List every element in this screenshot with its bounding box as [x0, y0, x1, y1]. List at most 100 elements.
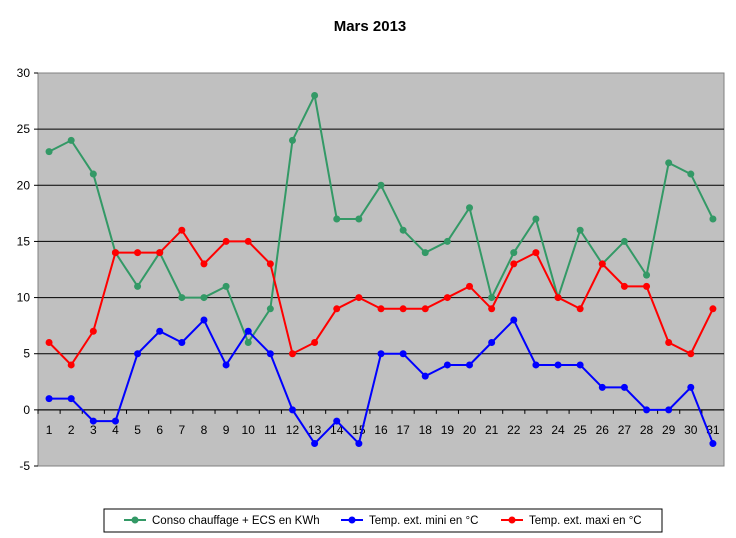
x-tick-label: 20: [463, 423, 477, 437]
data-point: [288, 406, 296, 414]
x-tick-label: 22: [507, 423, 521, 437]
data-point: [510, 260, 518, 268]
y-tick-label: 20: [17, 178, 31, 192]
data-point: [377, 305, 385, 313]
x-tick-label: 19: [441, 423, 455, 437]
y-tick-label: 10: [17, 291, 31, 305]
data-point: [111, 417, 119, 425]
x-tick-label: 13: [308, 423, 322, 437]
data-point: [532, 215, 540, 223]
x-tick-label: 8: [201, 423, 208, 437]
data-point: [576, 361, 584, 369]
data-point: [466, 361, 474, 369]
data-point: [421, 372, 429, 380]
x-tick-label: 1: [46, 423, 53, 437]
data-point: [355, 215, 363, 223]
data-point: [134, 282, 142, 290]
data-point: [288, 136, 296, 144]
x-tick-label: 26: [596, 423, 610, 437]
data-point: [222, 237, 230, 245]
y-tick-label: 15: [17, 234, 31, 248]
legend-swatch-marker: [508, 516, 516, 524]
data-point: [466, 282, 474, 290]
y-tick-label: 0: [23, 403, 30, 417]
data-point: [67, 395, 75, 403]
data-point: [311, 91, 319, 99]
x-tick-label: 27: [618, 423, 632, 437]
data-point: [178, 226, 186, 234]
data-point: [421, 305, 429, 313]
x-tick-label: 5: [134, 423, 141, 437]
legend-label: Temp. ext. mini en °C: [369, 515, 478, 527]
y-axis-ticks: -5 0 5 10 15 20 25 30: [17, 66, 38, 473]
series-layer: [45, 91, 717, 448]
data-point: [399, 305, 407, 313]
data-point: [443, 294, 451, 302]
legend-box: [103, 508, 663, 533]
data-point: [576, 305, 584, 313]
data-point: [178, 338, 186, 346]
data-point: [399, 226, 407, 234]
data-point: [89, 417, 97, 425]
plot-area: [37, 72, 725, 467]
series-3: [45, 226, 717, 369]
x-tick-label: 3: [90, 423, 97, 437]
data-point: [488, 294, 496, 302]
data-point: [333, 305, 341, 313]
x-tick-label: 30: [684, 423, 698, 437]
data-point: [377, 181, 385, 189]
data-point: [510, 316, 518, 324]
x-tick-label: 29: [662, 423, 676, 437]
data-point: [510, 249, 518, 257]
data-point: [665, 338, 673, 346]
data-point: [244, 327, 252, 335]
x-tick-label: 9: [223, 423, 230, 437]
legend-label: Temp. ext. maxi en °C: [529, 515, 642, 527]
data-point: [377, 350, 385, 358]
data-point: [45, 338, 53, 346]
data-point: [89, 327, 97, 335]
data-point: [598, 383, 606, 391]
x-tick-label: 6: [156, 423, 163, 437]
data-point: [598, 260, 606, 268]
x-tick-label: 16: [374, 423, 388, 437]
y-tick-label: 5: [23, 347, 30, 361]
data-point: [200, 294, 208, 302]
y-tick-label: -5: [19, 459, 30, 473]
data-point: [488, 305, 496, 313]
x-tick-label: 24: [551, 423, 565, 437]
data-point: [67, 136, 75, 144]
data-point: [399, 350, 407, 358]
legend: Conso chauffage + ECS en KWh Temp. ext. m…: [103, 508, 663, 533]
x-tick-label: 2: [68, 423, 75, 437]
data-point: [288, 350, 296, 358]
data-point: [687, 350, 695, 358]
data-point: [266, 260, 274, 268]
data-point: [134, 350, 142, 358]
x-tick-label: 10: [242, 423, 256, 437]
data-point: [134, 249, 142, 257]
x-tick-label: 4: [112, 423, 119, 437]
legend-label: Conso chauffage + ECS en KWh: [152, 515, 320, 527]
x-tick-label: 12: [286, 423, 300, 437]
x-tick-label: 23: [529, 423, 543, 437]
data-point: [665, 406, 673, 414]
legend-swatch-marker: [131, 516, 139, 524]
data-point: [687, 383, 695, 391]
data-point: [111, 249, 119, 257]
data-point: [576, 226, 584, 234]
data-point: [554, 361, 562, 369]
data-point: [620, 383, 628, 391]
data-point: [156, 327, 164, 335]
data-point: [244, 237, 252, 245]
data-point: [266, 350, 274, 358]
x-tick-label: 7: [178, 423, 185, 437]
data-point: [643, 282, 651, 290]
x-tick-label: 11: [264, 423, 277, 437]
x-tick-label: 14: [330, 423, 344, 437]
data-point: [443, 361, 451, 369]
x-tick-label: 21: [485, 423, 499, 437]
y-tick-label: 25: [17, 122, 31, 136]
data-point: [45, 395, 53, 403]
